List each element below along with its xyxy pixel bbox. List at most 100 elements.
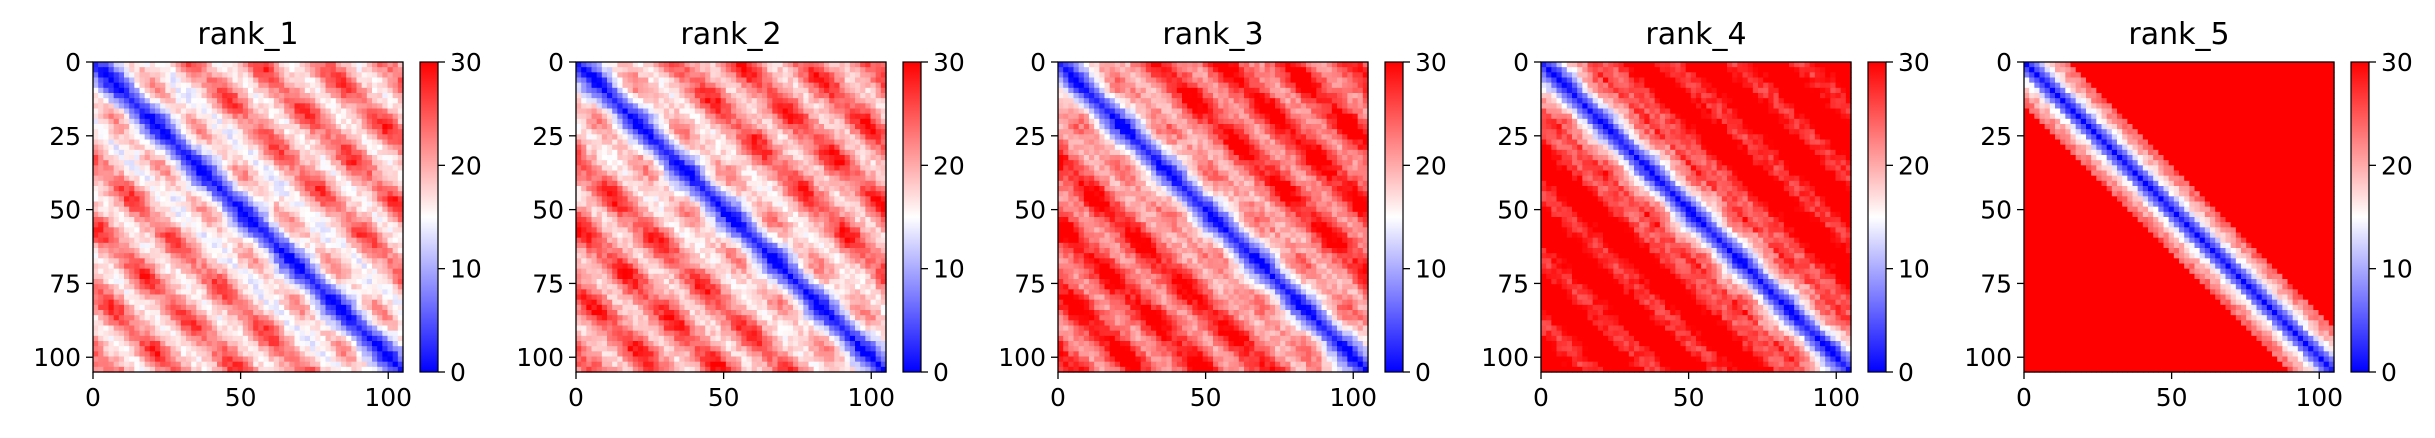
heatmap-cell (93, 248, 99, 254)
heatmap-cell (186, 170, 192, 177)
heatmap-cell (581, 72, 587, 79)
heatmap-cell (880, 149, 887, 156)
heatmap-cell (258, 242, 265, 249)
heatmap-cell (700, 129, 706, 135)
heatmap-cell (201, 227, 208, 234)
heatmap-cell (627, 82, 634, 89)
heatmap-cell (98, 335, 104, 342)
heatmap-cell (351, 217, 358, 223)
heatmap-cell (793, 62, 799, 68)
heatmap-cell (335, 253, 342, 259)
heatmap-cell (98, 330, 104, 337)
heatmap-cell (341, 217, 347, 223)
heatmap-cell (829, 93, 835, 99)
heatmap-cell (320, 366, 327, 373)
heatmap-cell (310, 77, 316, 84)
heatmap-cell (108, 361, 115, 368)
heatmap-cell (284, 72, 290, 79)
heatmap-cell (700, 144, 706, 151)
heatmap-cell (772, 144, 779, 151)
heatmap-cell (160, 346, 166, 352)
heatmap-cell (382, 211, 389, 218)
heatmap-cell (705, 139, 711, 146)
heatmap-cell (93, 232, 99, 239)
heatmap-cell (175, 201, 182, 208)
heatmap-cell (304, 335, 311, 342)
heatmap-cell (103, 304, 110, 311)
heatmap-cell (217, 325, 223, 332)
heatmap-cell (705, 113, 711, 120)
heatmap-cell (818, 129, 825, 135)
heatmap-cell (227, 356, 234, 363)
heatmap-cell (351, 103, 358, 110)
heatmap-cell (320, 201, 327, 208)
heatmap-cell (808, 113, 815, 120)
heatmap-cell (310, 325, 316, 332)
heatmap-cell (751, 175, 758, 182)
heatmap-cell (258, 124, 265, 130)
heatmap-cell (294, 273, 301, 280)
heatmap-cell (93, 346, 99, 352)
heatmap-cell (397, 211, 404, 218)
heatmap-cell (335, 217, 342, 223)
heatmap-cell (356, 191, 363, 197)
heatmap-cell (222, 346, 228, 352)
heatmap-cell (601, 129, 608, 135)
heatmap-cell (361, 351, 368, 358)
heatmap-cell (304, 263, 311, 270)
heatmap-cell (304, 310, 311, 316)
heatmap-cell (824, 93, 830, 99)
heatmap-cell (273, 191, 280, 197)
heatmap-cell (320, 299, 327, 306)
heatmap-cell (622, 82, 629, 89)
heatmap-cell (325, 232, 332, 239)
heatmap-cell (808, 118, 815, 125)
heatmap-cell (638, 62, 644, 68)
heatmap-cell (175, 170, 182, 177)
heatmap-cell (705, 175, 711, 182)
heatmap-cell (279, 330, 285, 337)
heatmap-cell (860, 103, 866, 110)
heatmap-cell (377, 315, 383, 321)
heatmap-cell (113, 366, 120, 373)
heatmap-cell (253, 165, 259, 172)
heatmap-cell (731, 149, 737, 156)
heatmap-cell (227, 170, 234, 177)
heatmap-cell (834, 113, 841, 120)
heatmap-cell (325, 263, 332, 270)
heatmap-cell (596, 134, 603, 141)
heatmap-cell (170, 139, 177, 146)
heatmap-cell (134, 165, 141, 172)
heatmap-cell (160, 108, 166, 115)
heatmap-cell (149, 180, 156, 187)
heatmap-cell (372, 62, 378, 68)
heatmap-cell (315, 330, 321, 337)
heatmap-cell (232, 113, 239, 120)
heatmap-cell (118, 320, 125, 327)
heatmap-cell (341, 294, 347, 301)
heatmap-cell (310, 346, 316, 352)
heatmap-cell (325, 325, 332, 332)
heatmap-cell (253, 242, 259, 249)
heatmap-cell (351, 273, 358, 280)
heatmap-cell (103, 72, 110, 79)
heatmap-cell (227, 232, 234, 239)
heatmap-cell (397, 279, 404, 285)
heatmap-cell (263, 170, 270, 177)
heatmap-cell (93, 279, 99, 285)
heatmap-cell (248, 175, 254, 182)
heatmap-cell (196, 170, 203, 177)
heatmap-cell (330, 134, 337, 141)
heatmap-cell (387, 222, 394, 228)
heatmap-cell (248, 206, 254, 213)
heatmap-cell (382, 237, 389, 244)
heatmap-cell (310, 315, 316, 321)
heatmap-cell (315, 279, 321, 285)
heatmap-cell (273, 242, 280, 249)
heatmap-cell (320, 263, 327, 270)
heatmap-cell (361, 320, 368, 327)
heatmap-cell (165, 299, 172, 306)
heatmap-cell (315, 253, 321, 259)
heatmap-cell (268, 155, 275, 161)
heatmap-cell (315, 129, 321, 135)
